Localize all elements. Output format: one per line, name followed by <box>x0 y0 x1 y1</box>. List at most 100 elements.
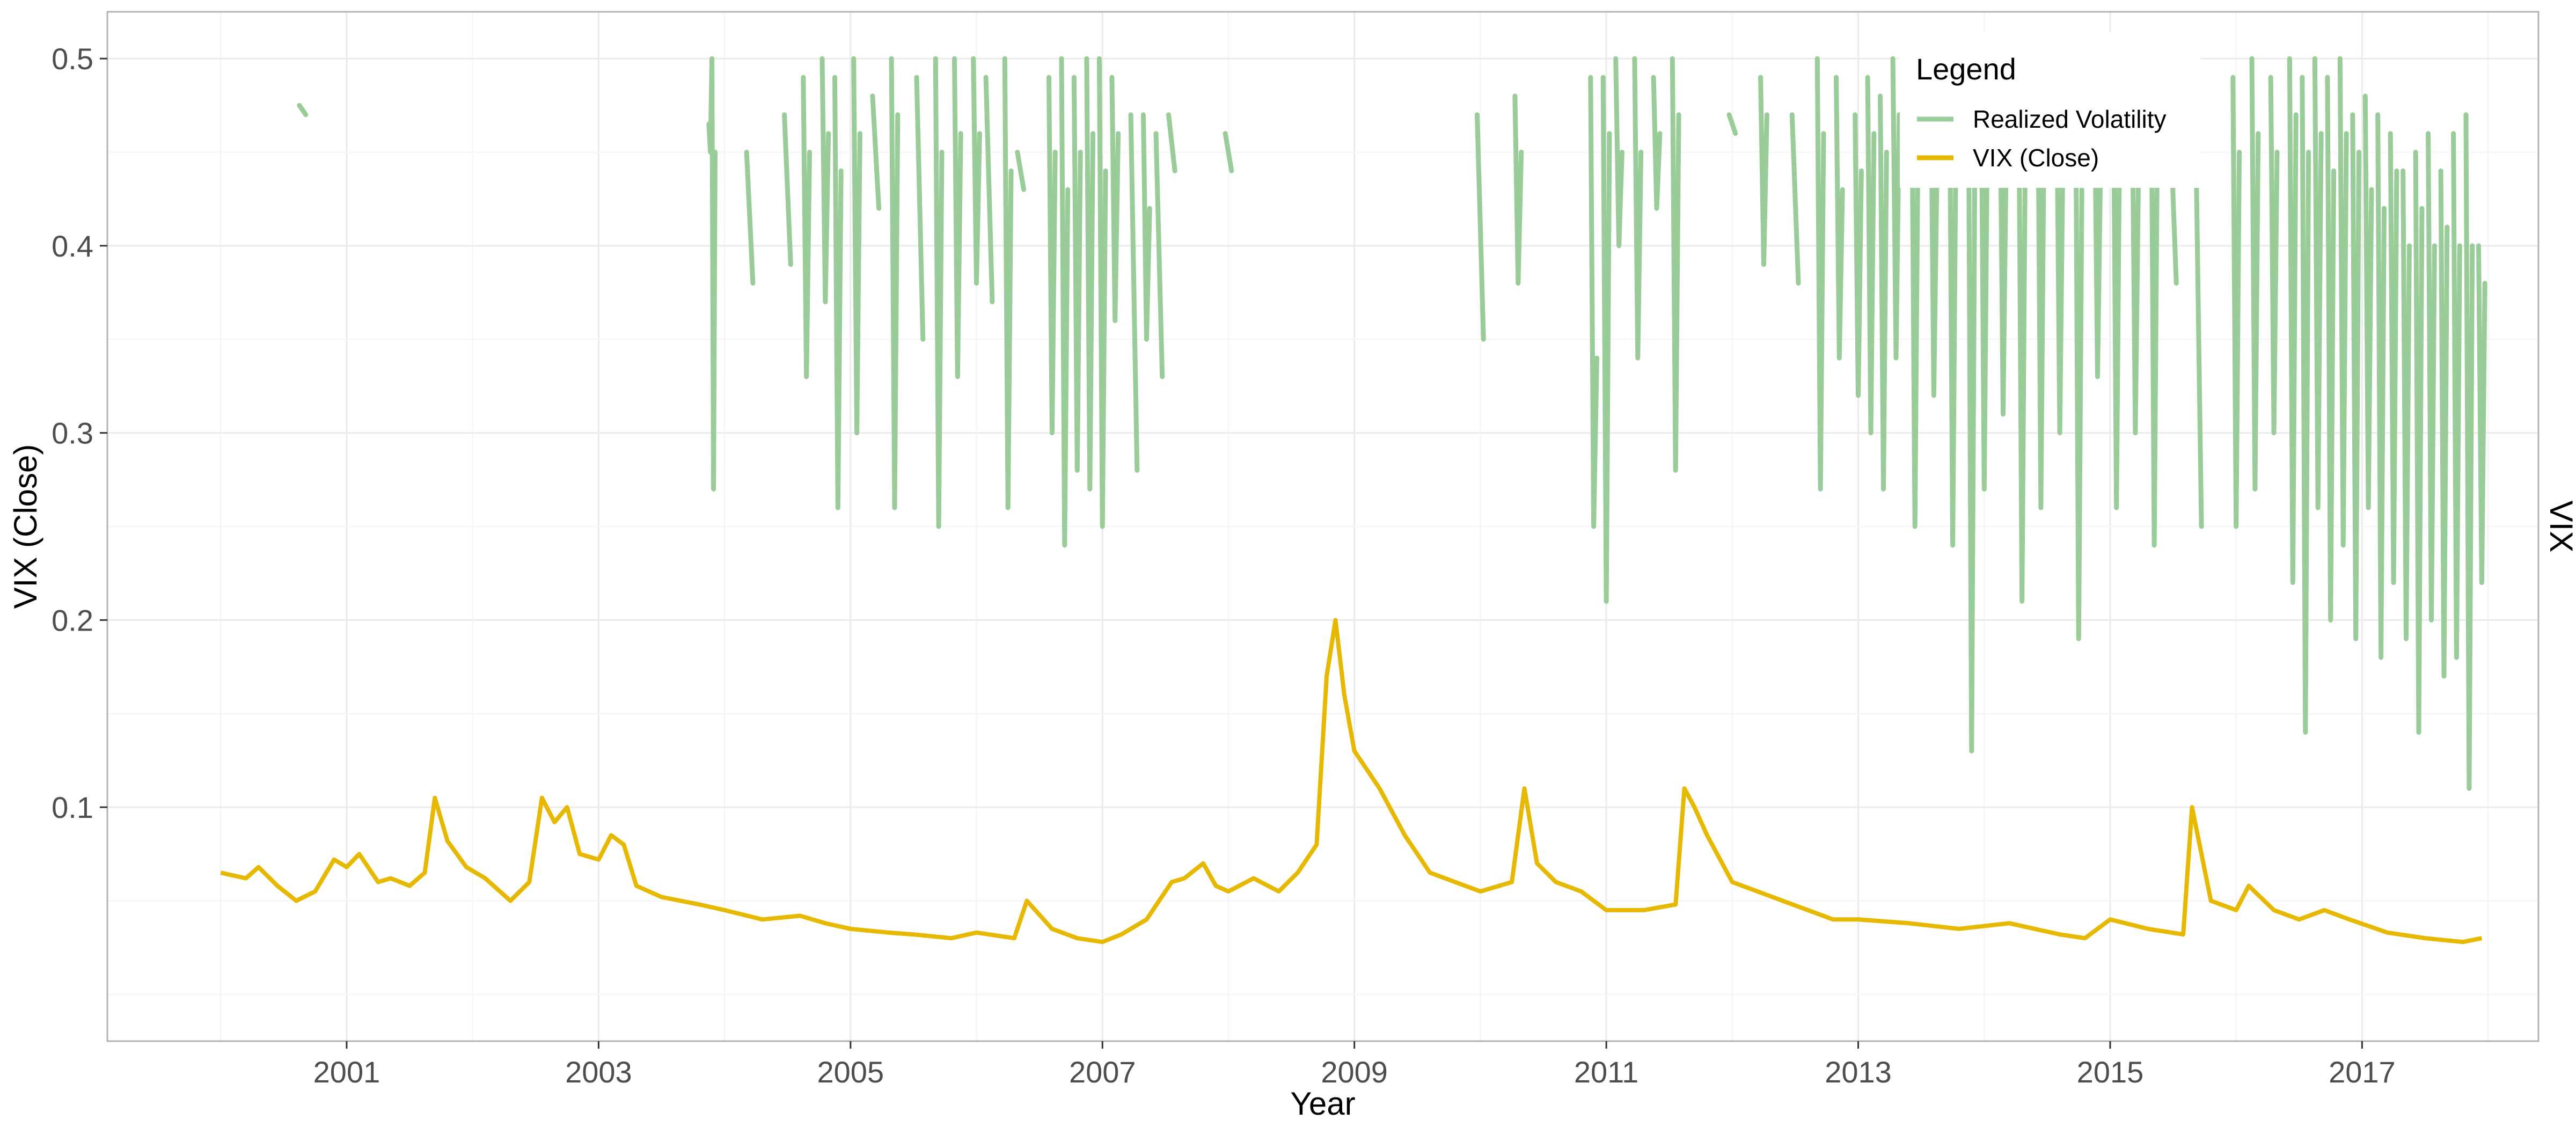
realized-volatility-segment <box>2375 112 2387 660</box>
y-tick-label: 0.1 <box>52 791 93 824</box>
realized-volatility-segment <box>2148 56 2160 548</box>
y-tick-label: 0.3 <box>52 416 93 450</box>
realized-volatility-segment <box>1947 75 1958 548</box>
realized-volatility-segment <box>2426 131 2437 623</box>
realized-volatility-segment <box>2413 150 2425 735</box>
realized-volatility-segment <box>1046 75 1058 436</box>
realized-volatility-segment <box>1834 75 1845 361</box>
realized-volatility-segment <box>2438 168 2450 679</box>
x-axis-title: Year <box>1290 1086 1355 1122</box>
realized-volatility-segment <box>2073 56 2084 641</box>
realized-volatility-segment <box>983 75 995 304</box>
realized-volatility-segment <box>1966 75 1978 753</box>
x-tick-label: 2015 <box>2077 1055 2144 1089</box>
y-tick-label: 0.5 <box>52 42 93 76</box>
x-tick-label: 2009 <box>1321 1055 1388 1089</box>
realized-volatility-segment <box>2350 112 2361 641</box>
realized-volatility-segment <box>2401 168 2412 641</box>
realized-volatility-segment <box>2362 93 2374 510</box>
realized-volatility-segment <box>851 56 862 436</box>
realized-volatility-segment <box>2016 93 2028 604</box>
realized-volatility-segment <box>2249 56 2261 492</box>
realized-volatility-segment <box>832 75 844 510</box>
series-layer <box>220 56 2487 945</box>
realized-volatility-segment <box>1166 112 1177 173</box>
realized-volatility-segment <box>2300 75 2311 735</box>
realized-volatility-segment <box>1789 112 1801 286</box>
realized-volatility-segment <box>2111 56 2123 510</box>
realized-volatility-segment <box>1613 56 1624 248</box>
realized-volatility-segment <box>2268 75 2280 436</box>
realized-volatility-segment <box>1853 112 1864 398</box>
realized-volatility-segment <box>870 93 882 211</box>
x-tick-label: 2001 <box>313 1055 380 1089</box>
legend-label-vix-close: VIX (Close) <box>1973 144 2099 172</box>
realized-volatility-segment <box>1096 56 1108 529</box>
vix-close-line <box>220 618 2483 945</box>
x-axis-ticks: 2001 2003 2005 2007 2009 2011 2013 2015 2017 <box>313 1041 2396 1089</box>
secondary-y-axis-title: VIX <box>2543 501 2576 553</box>
realized-volatility-segment <box>1141 112 1152 342</box>
realized-volatility-segment <box>889 56 901 510</box>
realized-volatility-segment <box>952 56 963 379</box>
realized-volatility-segment <box>1978 56 1990 492</box>
realized-volatility-segment <box>914 75 926 342</box>
realized-volatility-segment <box>1909 75 1921 529</box>
realized-volatility-segment <box>1865 75 1877 436</box>
y-tick-label: 0.2 <box>52 603 93 637</box>
realized-volatility-segment <box>2337 56 2349 548</box>
realized-volatility-segment <box>1071 75 1083 473</box>
realized-volatility-segment <box>1890 56 1902 361</box>
realized-volatility-segment <box>1726 112 1738 136</box>
realized-volatility-segment <box>801 75 812 379</box>
realized-volatility-segment <box>2054 75 2066 436</box>
realized-volatility-segment <box>1814 56 1826 492</box>
realized-volatility-segment <box>2129 93 2141 436</box>
y-tick-label: 0.4 <box>52 229 93 263</box>
y-axis-ticks: 0.1 0.2 0.3 0.4 0.5 <box>52 42 107 824</box>
realized-volatility-segment <box>297 103 309 118</box>
realized-volatility-segment <box>2035 56 2047 510</box>
realized-volatility-segment <box>2476 243 2487 586</box>
x-tick-label: 2011 <box>1574 1055 1638 1089</box>
realized-volatility-segment <box>1223 131 1234 173</box>
legend-background <box>1900 32 2200 188</box>
realized-volatility-segment <box>1670 56 1681 473</box>
realized-volatility-segment <box>1153 131 1165 379</box>
legend-label-realized-volatility: Realized Volatility <box>1973 105 2167 133</box>
x-tick-label: 2017 <box>2329 1055 2396 1089</box>
realized-volatility-segment <box>1002 56 1014 510</box>
realized-volatility-segment <box>819 56 831 304</box>
realized-volatility-segment <box>1632 56 1644 361</box>
realized-volatility-segment <box>933 56 945 529</box>
realized-volatility-segment <box>1651 75 1663 211</box>
realized-volatility-segment <box>744 150 756 286</box>
realized-volatility-segment <box>1128 112 1140 473</box>
realized-volatility-segment <box>1600 75 1612 604</box>
realized-volatility-segment <box>1084 56 1096 492</box>
x-tick-label: 2003 <box>565 1055 632 1089</box>
x-tick-label: 2007 <box>1069 1055 1136 1089</box>
y-axis-title: VIX (Close) <box>8 444 43 609</box>
realized-volatility-segment <box>2230 75 2242 529</box>
realized-volatility-segment <box>1475 112 1486 342</box>
realized-volatility-segment <box>2312 56 2324 510</box>
realized-volatility-segment <box>1059 56 1071 548</box>
realized-volatility-segment <box>2325 75 2337 623</box>
legend: Legend Realized Volatility VIX (Close) <box>1900 32 2200 188</box>
x-tick-label: 2005 <box>817 1055 884 1089</box>
realized-volatility-segment <box>1758 75 1769 267</box>
realized-volatility-segment <box>2388 131 2399 586</box>
realized-volatility-segment <box>2463 112 2475 791</box>
realized-volatility-segment <box>1878 93 1889 492</box>
realized-volatility-segment <box>2451 131 2462 660</box>
x-tick-label: 2013 <box>1825 1055 1892 1089</box>
realized-volatility-segment <box>706 56 718 492</box>
realized-volatility-segment <box>1997 75 2009 417</box>
realized-volatility-segment <box>1015 150 1027 192</box>
realized-volatility-segment <box>1109 75 1121 323</box>
realized-volatility-segment <box>1512 93 1524 286</box>
legend-title: Legend <box>1916 52 2016 86</box>
realized-volatility-segment <box>971 56 982 286</box>
